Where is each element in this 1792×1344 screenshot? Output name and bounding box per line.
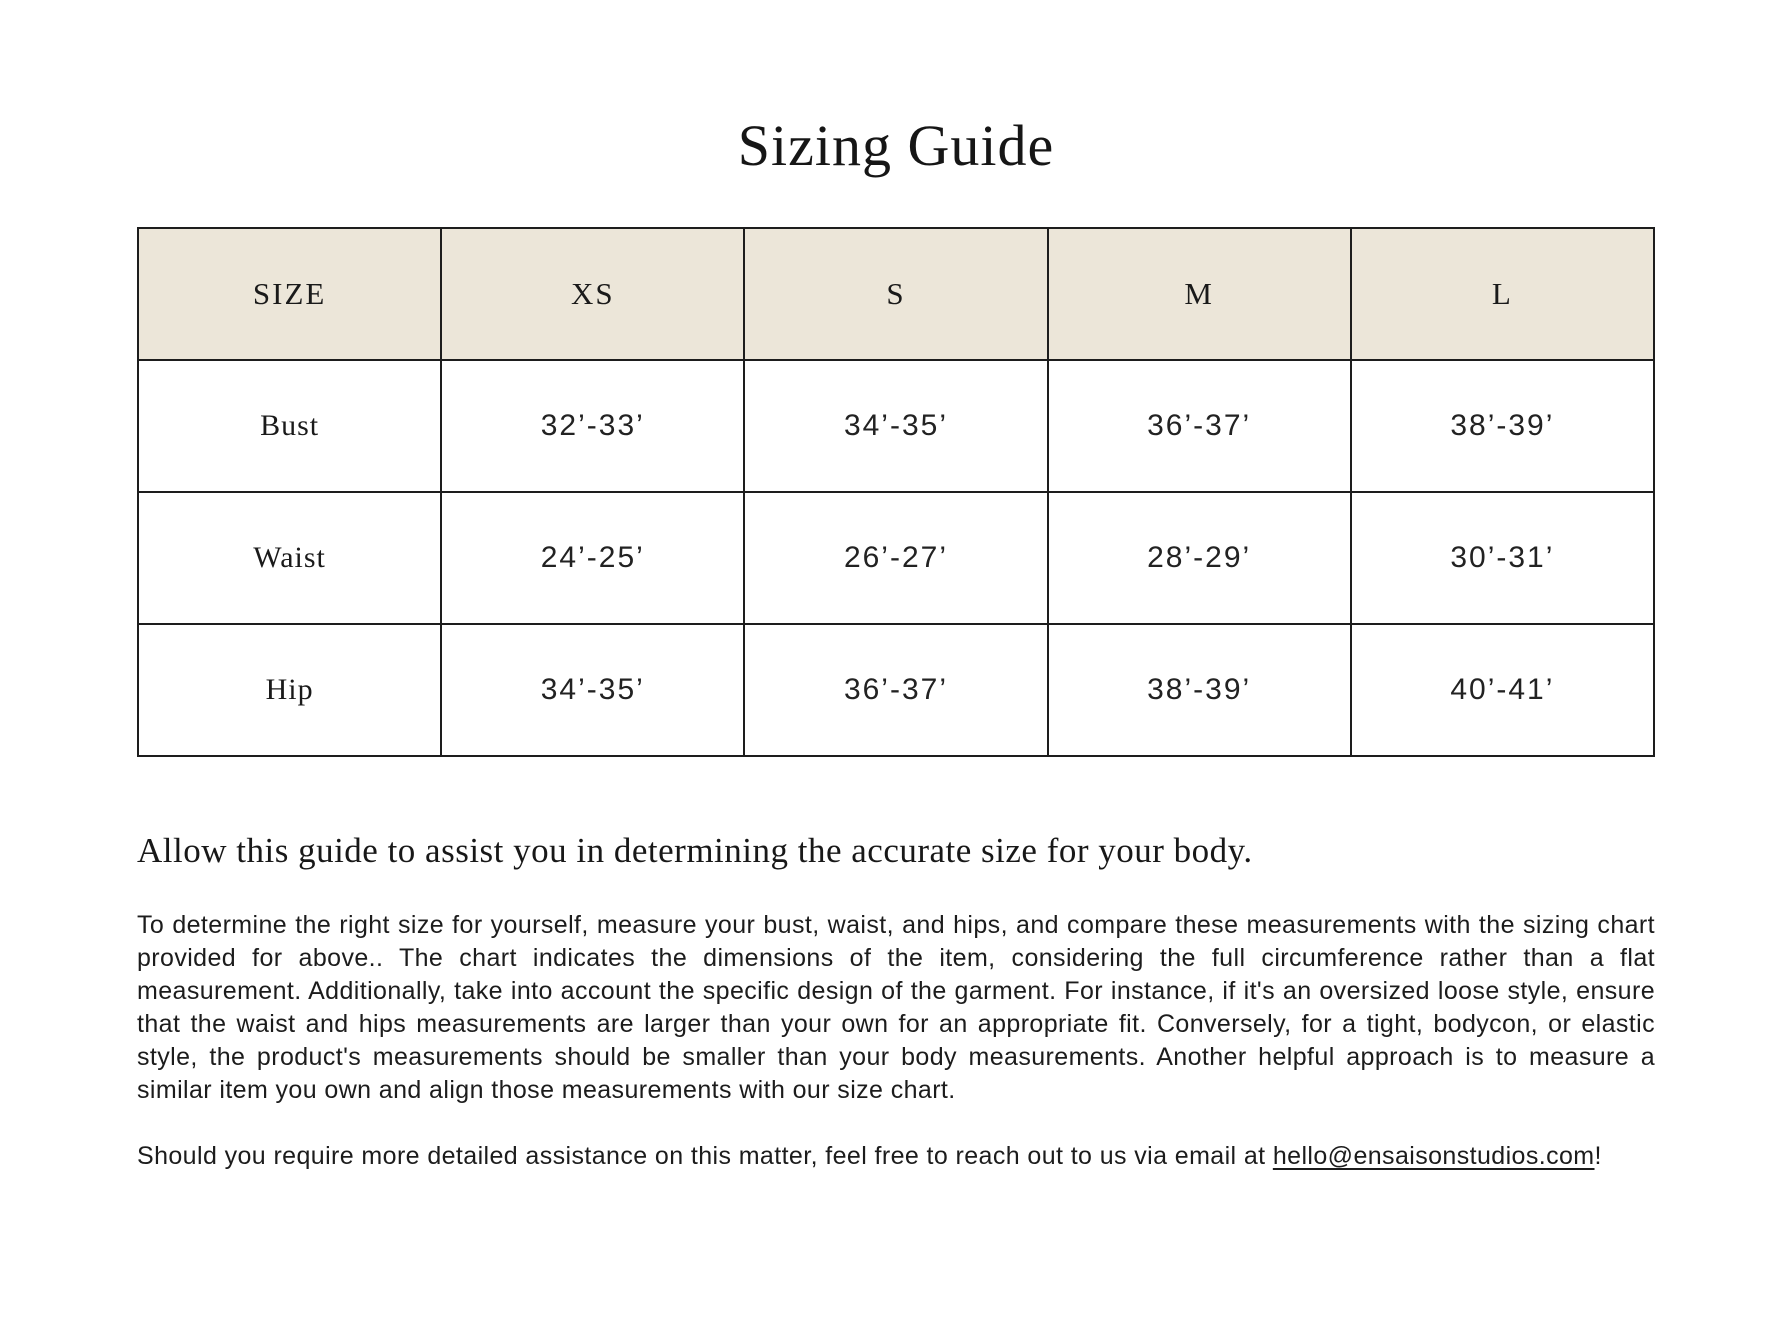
row-label-bust: Bust [136,359,443,493]
cell-hip-s: 36’-37’ [743,623,1049,757]
column-header-l: L [1349,227,1656,361]
cell-bust-m: 36’-37’ [1046,359,1352,493]
row-label-hip: Hip [136,623,443,757]
page-title: Sizing Guide [737,113,1055,178]
cell-waist-s: 26’-27’ [743,491,1049,625]
table-row-hip: Hip 34’-35’ 36’-37’ 38’-39’ 40’-41’ [136,623,1656,757]
content-container: Sizing Guide SIZE XS S M L Bust 32’-33’ … [136,113,1656,1173]
cell-bust-s: 34’-35’ [743,359,1049,493]
column-header-s: S [743,227,1049,361]
table-row-bust: Bust 32’-33’ 34’-35’ 36’-37’ 38’-39’ [136,359,1656,493]
cell-waist-m: 28’-29’ [1046,491,1352,625]
table-header-row: SIZE XS S M L [136,227,1656,361]
cell-waist-xs: 24’-25’ [440,491,746,625]
cell-bust-xs: 32’-33’ [440,359,746,493]
column-header-m: M [1046,227,1352,361]
cell-hip-l: 40’-41’ [1349,623,1656,757]
cell-bust-l: 38’-39’ [1349,359,1656,493]
sizing-instructions-paragraph: To determine the right size for yourself… [137,911,1655,1104]
column-header-xs: XS [440,227,746,361]
contact-text-suffix: ! [1594,1142,1602,1170]
table-row-waist: Waist 24’-25’ 26’-27’ 28’-29’ 30’-31’ [136,491,1656,625]
row-label-waist: Waist [136,491,443,625]
sizing-table: SIZE XS S M L Bust 32’-33’ 34’-35’ 36’-3… [136,227,1656,757]
guide-subheading: Allow this guide to assist you in determ… [137,831,1253,870]
email-link[interactable]: hello@ensaisonstudios.com [1272,1142,1595,1170]
contact-line: Should you require more detailed assista… [137,1140,1655,1173]
cell-waist-l: 30’-31’ [1349,491,1656,625]
column-header-size: SIZE [136,227,443,361]
cell-hip-m: 38’-39’ [1046,623,1352,757]
cell-hip-xs: 34’-35’ [440,623,746,757]
contact-text-prefix: Should you require more detailed assista… [137,1142,1273,1170]
